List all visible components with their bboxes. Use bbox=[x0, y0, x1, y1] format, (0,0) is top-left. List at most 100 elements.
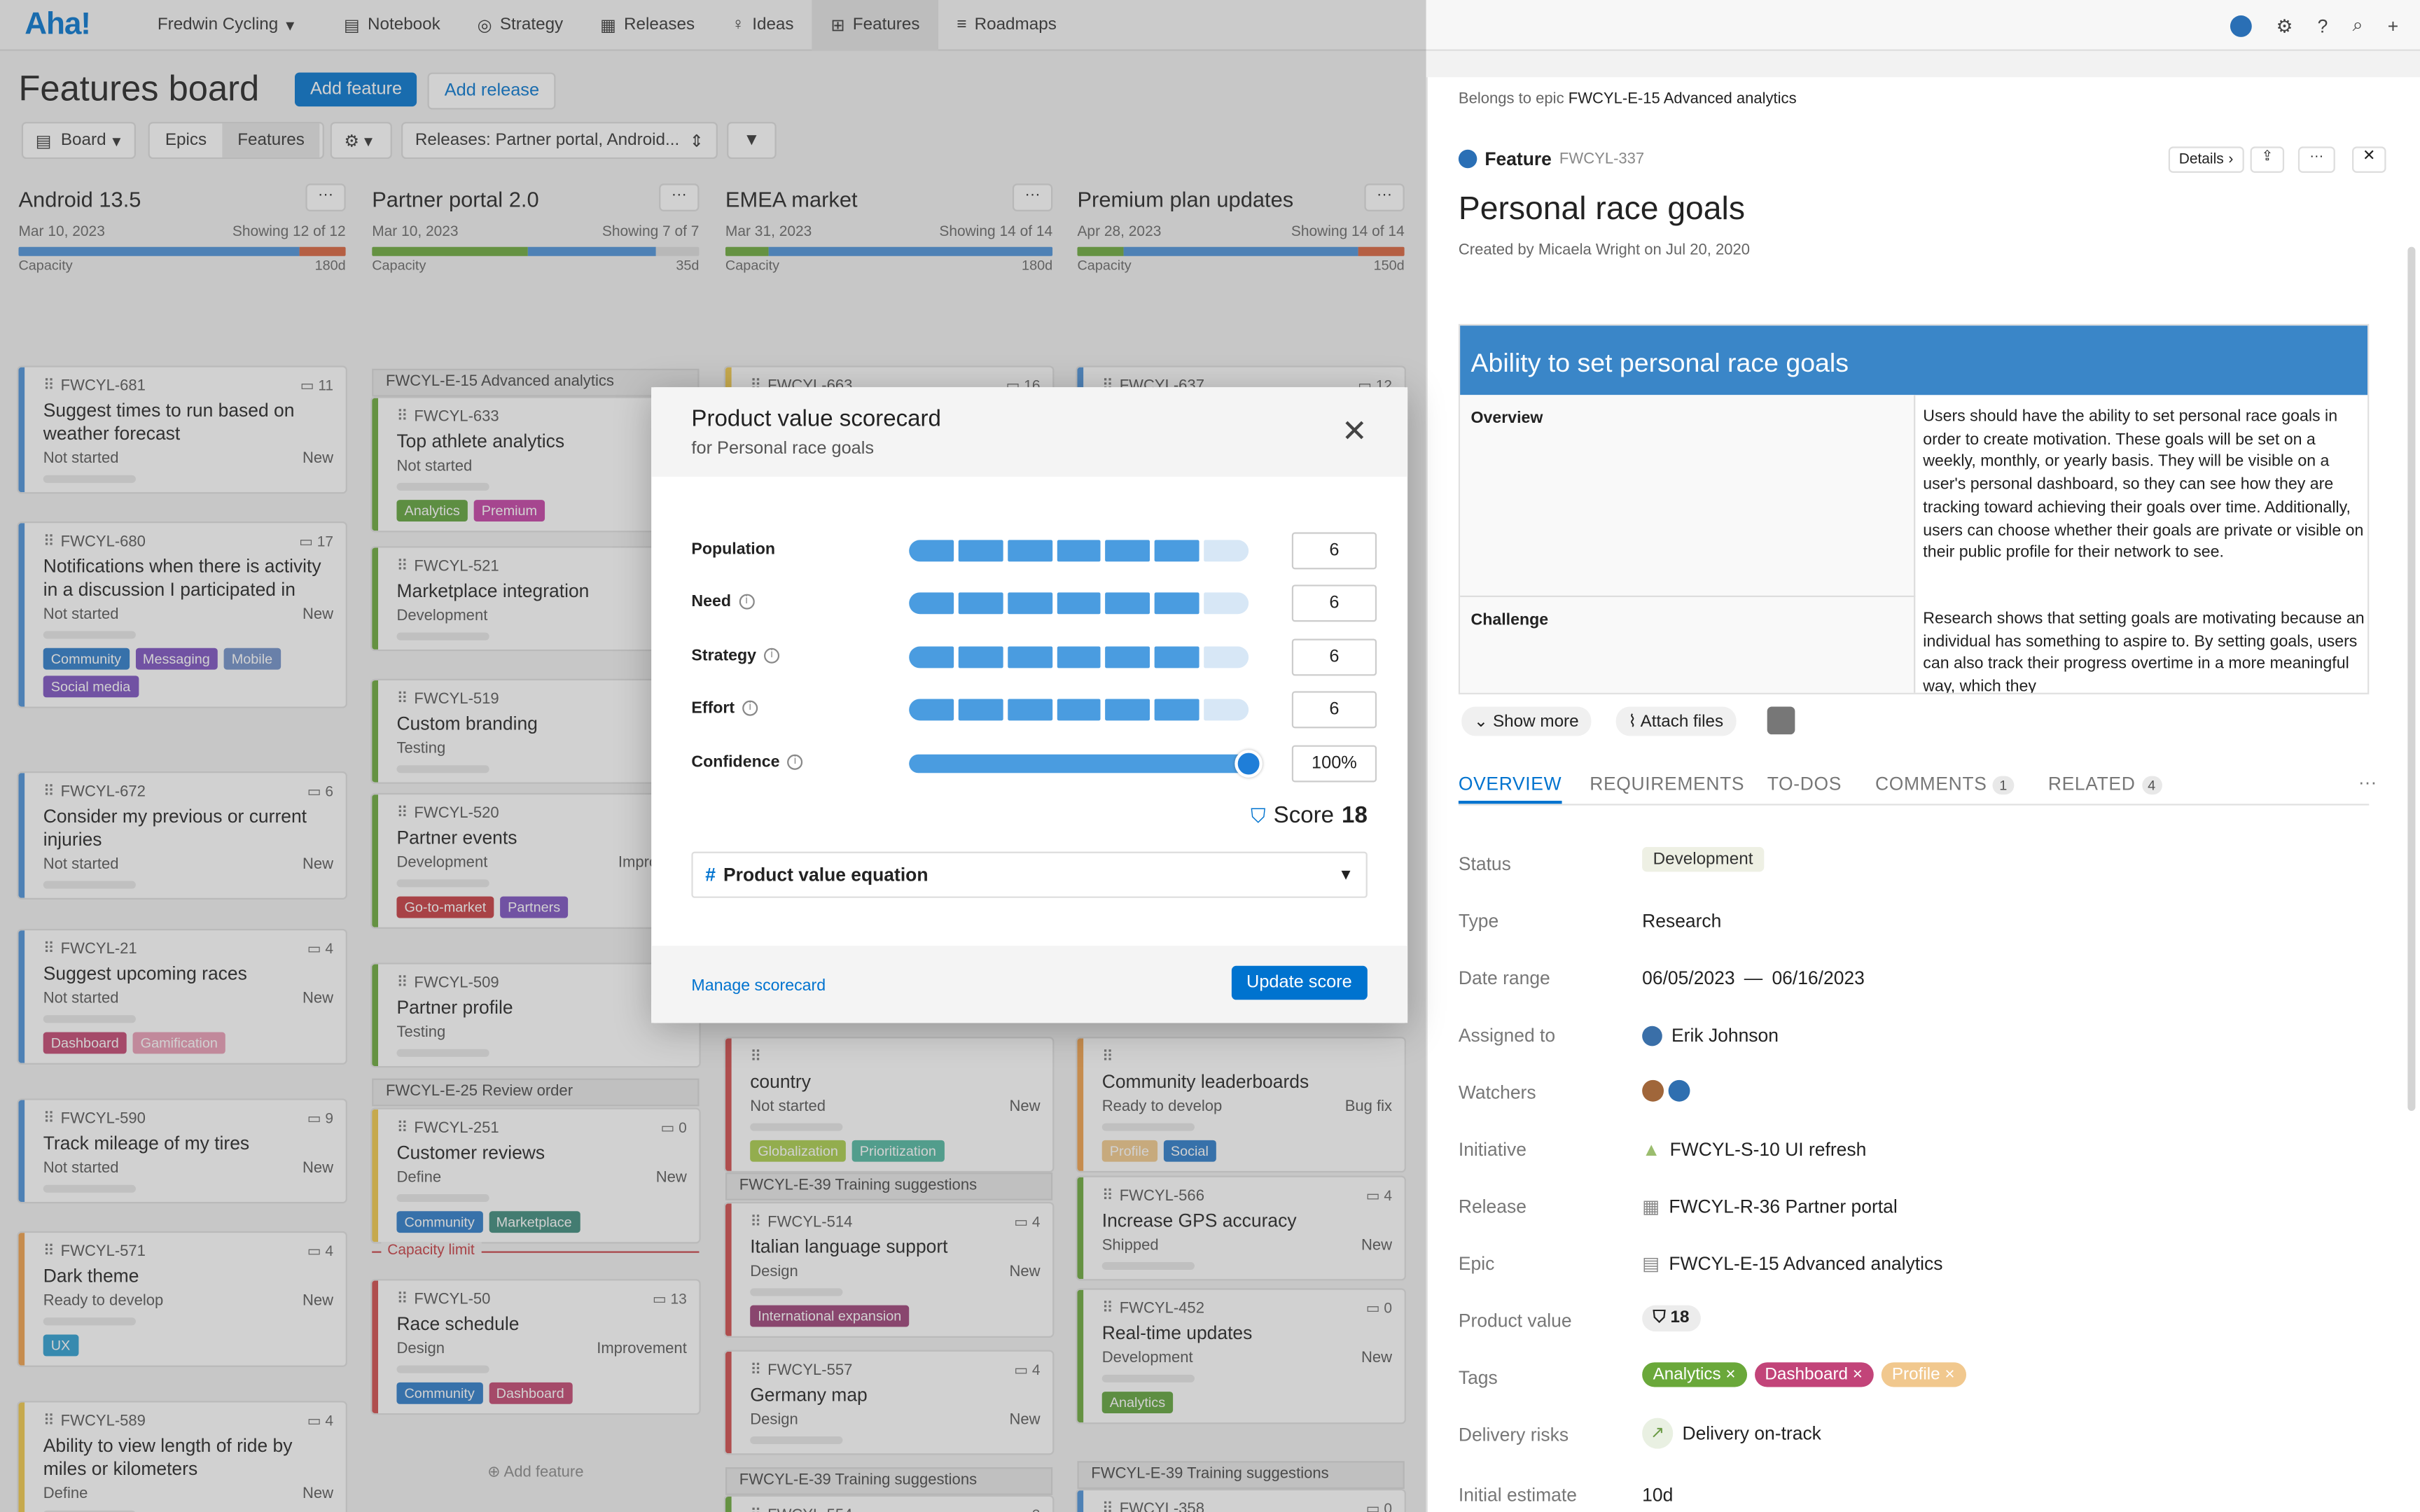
initial-estimate-value[interactable]: 10d bbox=[1642, 1484, 1674, 1506]
tag-marketplace[interactable]: Marketplace bbox=[488, 1211, 580, 1233]
score-segment[interactable] bbox=[958, 699, 1003, 721]
card-title[interactable]: Dark theme bbox=[43, 1265, 139, 1287]
score-segment[interactable] bbox=[1106, 540, 1150, 562]
confidence-slider-track[interactable] bbox=[909, 750, 1263, 778]
close-panel-icon[interactable]: ✕ bbox=[2352, 146, 2386, 173]
epic-group-header[interactable]: FWCYL-E-15 Advanced analytics bbox=[372, 368, 700, 397]
tags-field[interactable]: Analytics × Dashboard × Profile × bbox=[1642, 1362, 1966, 1387]
score-segment[interactable] bbox=[1007, 540, 1052, 562]
feature-card[interactable]: ⠿ FWCYL-521 Marketplace integration Develop… bbox=[372, 547, 700, 650]
manage-scorecard-link[interactable]: Manage scorecard bbox=[691, 976, 826, 995]
feature-card[interactable]: ⠿ FWCYL-50 ▭ 13 Race schedule Design Improvem… bbox=[372, 1280, 700, 1413]
nav-ideas[interactable]: ♀ Ideas bbox=[714, 0, 812, 50]
tabs-more-icon[interactable]: ··· bbox=[2358, 771, 2377, 793]
epic-group-header[interactable]: FWCYL-E-39 Training suggestions bbox=[725, 1467, 1053, 1495]
column-more-icon[interactable]: ··· bbox=[1012, 183, 1053, 211]
initiative-field[interactable]: ▲ FWCYL-S-10 UI refresh bbox=[1642, 1139, 1866, 1161]
panel-scrollbar[interactable] bbox=[2407, 246, 2416, 1111]
show-more-button[interactable]: ⌄ Show more bbox=[1461, 706, 1592, 736]
card-id[interactable]: FWCYL-50 bbox=[414, 1291, 491, 1309]
tag-premium[interactable]: Premium bbox=[473, 500, 545, 522]
card-id[interactable]: FWCYL-452 bbox=[1119, 1301, 1204, 1318]
score-segment[interactable] bbox=[1007, 646, 1052, 668]
score-segment[interactable] bbox=[1056, 592, 1101, 615]
feature-card[interactable]: ⠿ FWCYL-566 ▭ 4 Increase GPS accuracy Shippe… bbox=[1077, 1177, 1405, 1280]
feature-card[interactable]: ⠿ FWCYL-589 ▭ 4 Ability to view length of r… bbox=[18, 1402, 346, 1512]
feature-card[interactable]: ⠿ FWCYL-509 Partner profile Testing bbox=[372, 964, 700, 1067]
feature-card[interactable]: ⠿ FWCYL-680 ▭ 17 Notifications when there i… bbox=[18, 523, 346, 707]
tag-prioritization[interactable]: Prioritization bbox=[851, 1140, 944, 1162]
feature-card[interactable]: ⠿ FWCYL-519 Custom branding Testing bbox=[372, 680, 700, 783]
info-icon[interactable]: i bbox=[787, 754, 803, 770]
card-id[interactable]: FWCYL-590 bbox=[60, 1110, 146, 1128]
nav-notebook[interactable]: ▤ Notebook bbox=[326, 0, 459, 50]
score-segment[interactable] bbox=[1155, 699, 1199, 721]
delivery-risks-field[interactable]: ↗ Delivery on-track bbox=[1642, 1418, 1821, 1449]
card-title[interactable]: Custom branding bbox=[396, 713, 538, 735]
filter-button[interactable]: ▼ bbox=[727, 122, 777, 160]
score-segment-bar[interactable] bbox=[909, 540, 1249, 562]
equation-select[interactable]: # Product value equation ▼ bbox=[691, 851, 1368, 898]
column-more-icon[interactable]: ··· bbox=[1364, 183, 1405, 211]
column-more-icon[interactable]: ··· bbox=[305, 183, 346, 211]
score-segment[interactable] bbox=[1204, 592, 1249, 615]
card-title[interactable]: Increase GPS accuracy bbox=[1101, 1210, 1297, 1231]
feature-card[interactable]: ⠿ FWCYL-21 ▭ 4 Suggest upcoming races Not st… bbox=[18, 930, 346, 1063]
score-segment[interactable] bbox=[1056, 540, 1101, 562]
tag-messaging[interactable]: Messaging bbox=[134, 648, 218, 670]
nav-strategy[interactable]: ◎ Strategy bbox=[459, 0, 581, 50]
score-segment[interactable] bbox=[909, 592, 954, 615]
card-title[interactable]: Germany map bbox=[750, 1384, 868, 1406]
add-icon[interactable]: + bbox=[2387, 14, 2399, 36]
score-segment[interactable] bbox=[1155, 646, 1199, 668]
tag-social[interactable]: Social bbox=[1162, 1140, 1216, 1162]
card-id[interactable]: FWCYL-509 bbox=[414, 974, 499, 993]
score-segment[interactable] bbox=[909, 699, 954, 721]
tag-go-to-market[interactable]: Go-to-market bbox=[396, 896, 494, 918]
score-segment[interactable] bbox=[1007, 592, 1052, 615]
card-title[interactable]: country bbox=[750, 1070, 811, 1093]
user-avatar-icon[interactable] bbox=[2230, 14, 2252, 36]
tag-social-media[interactable]: Social media bbox=[43, 676, 139, 698]
feature-card[interactable]: ⠿ FWCYL-514 ▭ 4 Italian language support Des… bbox=[725, 1203, 1053, 1336]
card-id[interactable]: FWCYL-589 bbox=[60, 1413, 146, 1431]
card-id[interactable]: FWCYL-554 bbox=[767, 1507, 852, 1512]
card-title[interactable]: Suggest times to run based on weather fo… bbox=[43, 399, 295, 444]
score-segment[interactable] bbox=[1106, 592, 1150, 615]
tab-comments[interactable]: COMMENTS 1 bbox=[1875, 773, 2014, 795]
watchers-field[interactable] bbox=[1642, 1079, 1690, 1102]
info-icon[interactable]: i bbox=[742, 700, 758, 716]
score-segment-bar[interactable] bbox=[909, 646, 1249, 668]
score-segment[interactable] bbox=[1106, 699, 1150, 721]
score-segment[interactable] bbox=[909, 646, 954, 668]
score-segment[interactable] bbox=[1204, 540, 1249, 562]
card-id[interactable]: FWCYL-681 bbox=[60, 378, 146, 396]
feature-card[interactable]: ⠿ FWCYL-681 ▭ 11 Suggest times to run based… bbox=[18, 367, 346, 493]
assigned-field[interactable]: Erik Johnson bbox=[1642, 1025, 1779, 1046]
feature-description[interactable]: Ability to set personal race goals Overv… bbox=[1458, 323, 2370, 694]
card-id[interactable]: FWCYL-519 bbox=[414, 691, 499, 708]
score-segment[interactable] bbox=[958, 540, 1003, 562]
date-from[interactable]: 06/05/2023 bbox=[1642, 967, 1735, 989]
info-icon[interactable]: i bbox=[739, 594, 755, 610]
score-segment[interactable] bbox=[1204, 646, 1249, 668]
add-feature-link[interactable]: ⊕ Add feature bbox=[372, 1464, 699, 1481]
epic-group-header[interactable]: FWCYL-E-39 Training suggestions bbox=[725, 1172, 1053, 1200]
card-title[interactable]: Notifications when there is activity in … bbox=[43, 555, 321, 601]
tag-community[interactable]: Community bbox=[43, 648, 130, 670]
score-input[interactable]: 6 bbox=[1291, 532, 1377, 570]
workspace-selector[interactable]: Fredwin Cycling ▾ bbox=[139, 0, 313, 50]
add-feature-button[interactable]: Add feature bbox=[294, 72, 418, 107]
score-segment[interactable] bbox=[958, 592, 1003, 615]
close-icon[interactable]: ✕ bbox=[1341, 414, 1368, 449]
tag-globalization[interactable]: Globalization bbox=[750, 1140, 846, 1162]
tab-requirements[interactable]: REQUIREMENTS bbox=[1590, 773, 1744, 794]
card-title[interactable]: Partner profile bbox=[396, 996, 513, 1018]
score-segment[interactable] bbox=[1056, 646, 1101, 668]
board-settings-button[interactable]: ⚙ ▾ bbox=[330, 122, 392, 160]
feature-card[interactable]: ⠿FWCYL-358▭ 0Bike mileage tracking bbox=[1077, 1490, 1405, 1512]
feature-card[interactable]: ⠿ FWCYL-571 ▭ 4 Dark theme Ready to develop N… bbox=[18, 1233, 346, 1366]
card-id[interactable]: FWCYL-358 bbox=[1119, 1501, 1204, 1512]
